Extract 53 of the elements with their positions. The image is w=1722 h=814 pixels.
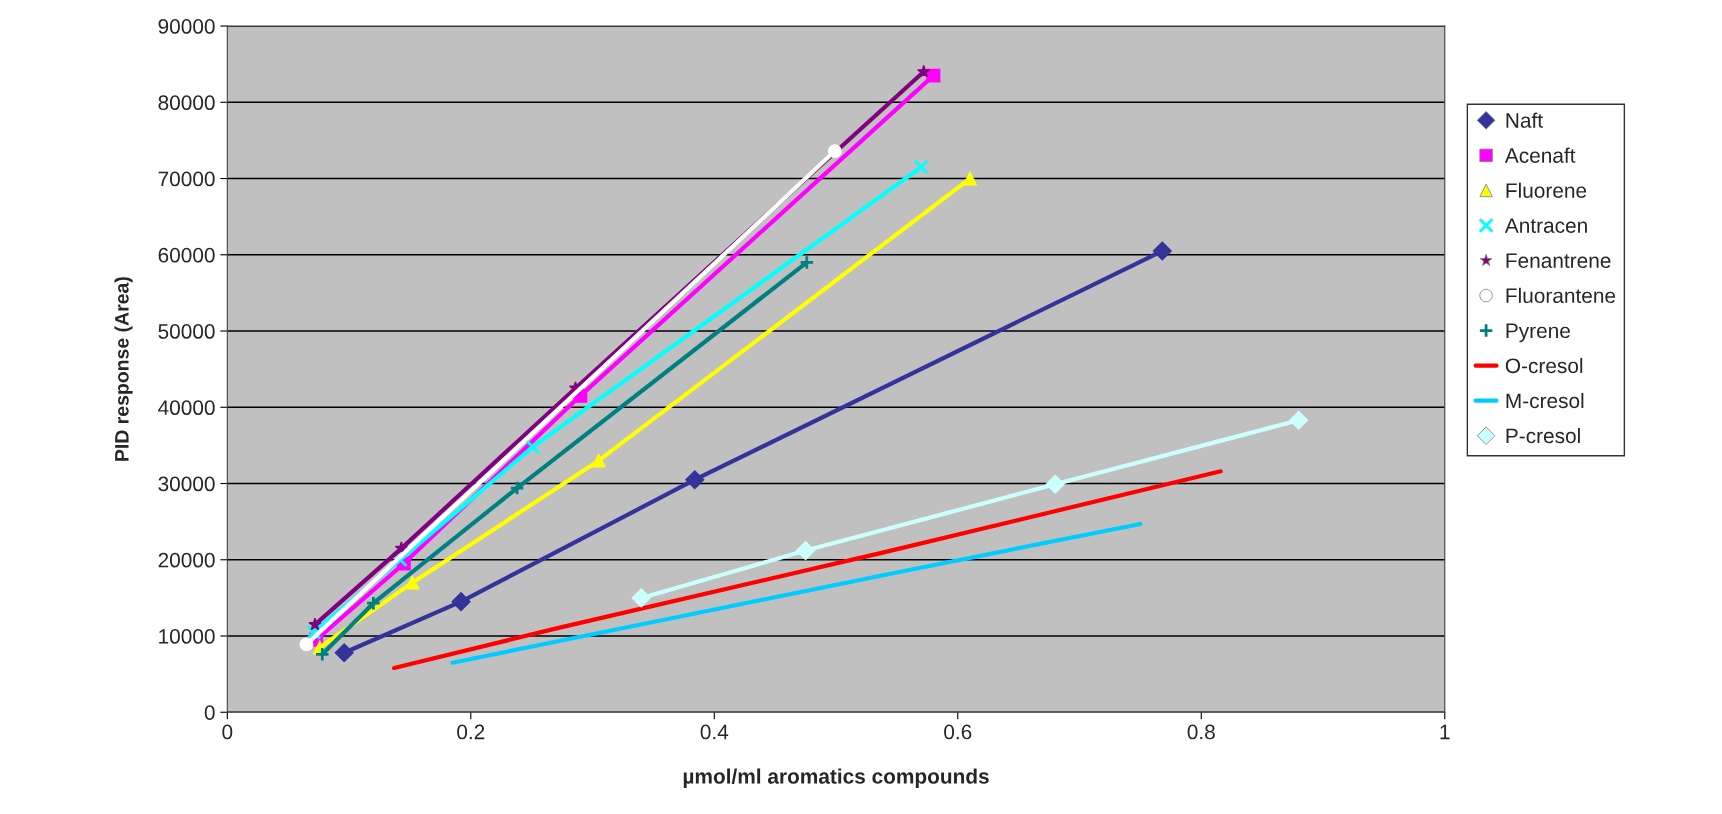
point [827, 144, 842, 159]
point [796, 541, 816, 561]
y-tick-label: 50000 [158, 324, 215, 339]
point [308, 617, 322, 631]
y-tick-label: 80000 [158, 95, 215, 111]
point [631, 588, 651, 608]
y-tick-label: 90000 [158, 19, 215, 34]
y-tick-label: 40000 [158, 400, 215, 416]
legend-label: Fenantrene [1506, 253, 1611, 269]
y-tick-label: 70000 [158, 171, 215, 187]
x-axis-title: µmol/ml aromatics compounds [683, 768, 989, 788]
y-axis-title: PID response (Area) [114, 277, 133, 461]
legend-label: Acenaft [1504, 147, 1576, 163]
point [509, 480, 525, 496]
point [334, 643, 354, 663]
x-tick-label: 0.8 [1187, 724, 1215, 740]
point [913, 159, 929, 175]
legend-label: Fluorantene [1506, 287, 1616, 304]
point [405, 575, 420, 590]
point [299, 637, 314, 652]
point [1152, 241, 1172, 261]
point [1045, 474, 1065, 494]
legend-label: Antracen [1504, 218, 1587, 233]
legend-label: Fluorene [1506, 182, 1587, 198]
x-tick-label: 0.6 [944, 724, 972, 740]
y-tick-label: 0 [204, 705, 215, 720]
point [685, 470, 705, 490]
point [926, 68, 941, 83]
point [525, 439, 541, 455]
point [917, 64, 931, 78]
line-series [392, 469, 1223, 671]
point [365, 595, 382, 611]
x-tick-label: 0.2 [457, 724, 485, 740]
legend-label: Pyrene [1506, 323, 1570, 343]
point [451, 592, 471, 612]
point [591, 453, 606, 468]
x-tick-label: 0.4 [700, 724, 729, 740]
line-series [450, 521, 1143, 665]
x-tick-label: 0 [222, 724, 233, 740]
point [306, 624, 322, 640]
point [314, 646, 330, 662]
y-tick-label: 60000 [158, 247, 215, 263]
legend-label: O-cresol [1505, 357, 1583, 374]
legend-label: P-cresol [1506, 427, 1580, 444]
y-tick-label: 10000 [159, 629, 215, 644]
y-tick-label: 30000 [158, 476, 215, 492]
legend-label: Naft [1506, 112, 1543, 128]
y-tick-label: 20000 [158, 552, 215, 568]
legend-label: M-cresol [1506, 392, 1584, 409]
point [963, 171, 977, 186]
point [1289, 410, 1309, 430]
point [799, 254, 815, 271]
x-tick-label: 1 [1440, 724, 1450, 740]
